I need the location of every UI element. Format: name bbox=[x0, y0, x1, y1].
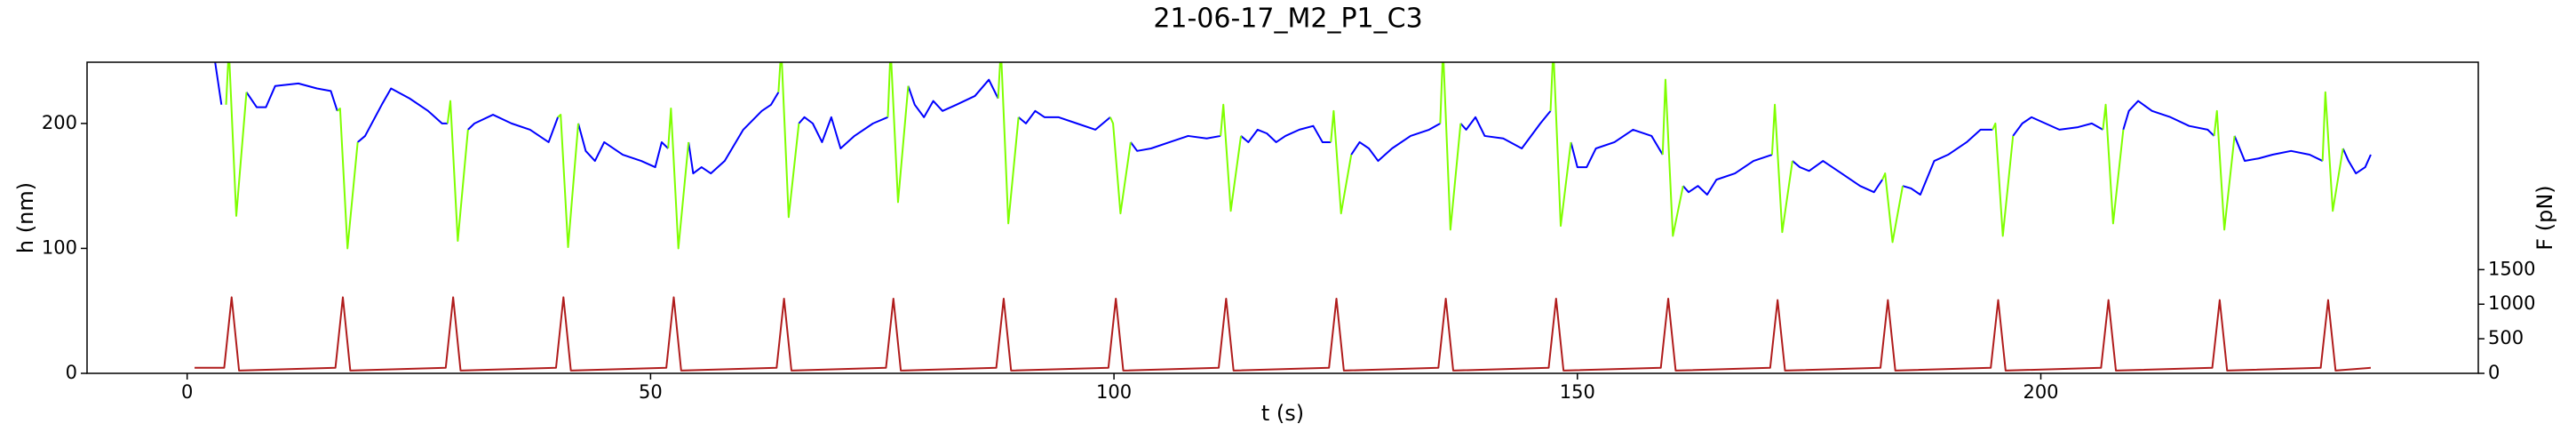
x-tick-label: 200 bbox=[2023, 381, 2058, 403]
chart-title: 21-06-17_M2_P1_C3 bbox=[1153, 4, 1422, 35]
series-line bbox=[214, 62, 2372, 196]
y2-tick-label: 500 bbox=[2488, 327, 2524, 348]
y2-axis-label: F (pN) bbox=[2532, 185, 2557, 250]
y-tick-label: 0 bbox=[66, 362, 77, 383]
y2-tick-label: 1500 bbox=[2488, 258, 2535, 279]
series-line bbox=[195, 296, 2372, 372]
y-axis-label: h (nm) bbox=[13, 182, 38, 253]
y2-tick-label: 0 bbox=[2488, 362, 2500, 383]
y-tick-label: 100 bbox=[42, 236, 77, 258]
x-tick-label: 50 bbox=[639, 381, 663, 403]
plot-frame bbox=[86, 61, 2479, 374]
y2-tick-label: 1000 bbox=[2488, 292, 2535, 314]
x-tick-label: 100 bbox=[1096, 381, 1132, 403]
x-tick-label: 0 bbox=[181, 381, 193, 403]
series-line bbox=[225, 62, 2344, 250]
x-tick-label: 150 bbox=[1560, 381, 1595, 403]
x-axis-label: t (s) bbox=[1261, 401, 1304, 426]
plot-area bbox=[195, 62, 2372, 372]
y-tick-label: 200 bbox=[42, 112, 77, 133]
